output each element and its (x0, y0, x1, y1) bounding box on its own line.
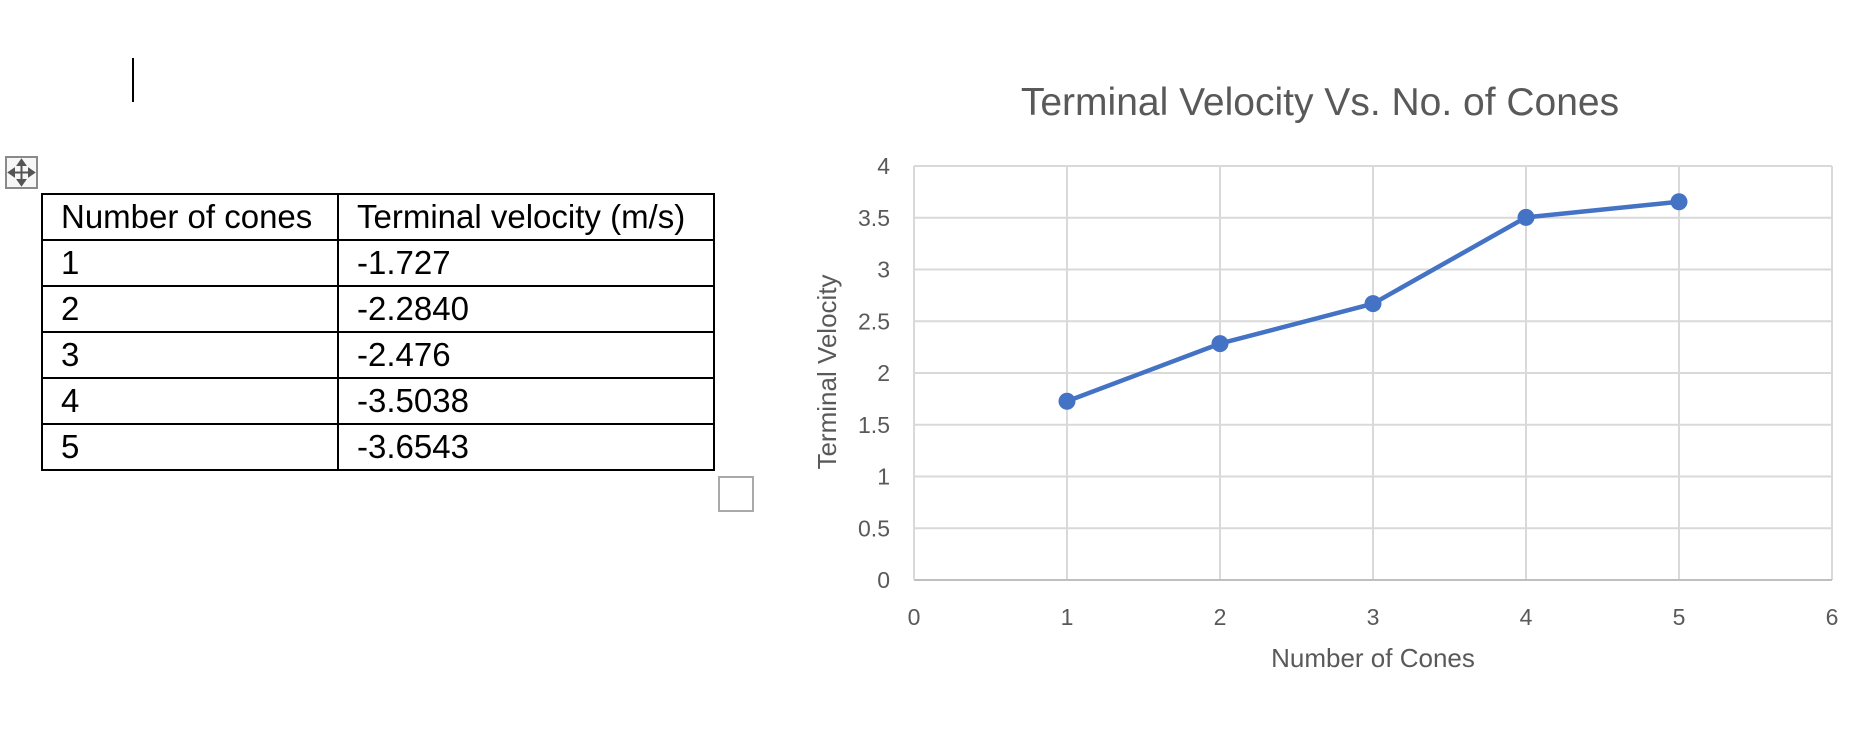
header-terminal-velocity: Terminal velocity (m/s) (337, 193, 715, 241)
table-header-row: Number of cones Terminal velocity (m/s) (41, 193, 715, 241)
cell-cones: 1 (41, 239, 339, 287)
series-layer (1058, 193, 1688, 410)
y-tick-label: 1.5 (858, 412, 890, 438)
cell-velocity: -2.476 (337, 331, 715, 379)
table-resize-handle[interactable] (718, 476, 754, 512)
cell-velocity: -3.6543 (337, 423, 715, 471)
y-tick-label: 3.5 (858, 205, 890, 231)
header-number-of-cones: Number of cones (41, 193, 339, 241)
cell-cones: 5 (41, 423, 339, 471)
text-cursor (132, 58, 134, 102)
x-axis-label: Number of Cones (1271, 643, 1475, 673)
y-tick-label: 1 (877, 464, 890, 490)
data-point (1670, 193, 1688, 211)
x-tick-label: 1 (1061, 604, 1074, 630)
data-point (1364, 295, 1382, 313)
axis-layer (913, 166, 1832, 581)
table-row: 4 -3.5038 (41, 377, 715, 425)
x-tick-label: 0 (908, 604, 921, 630)
x-tick-label: 2 (1214, 604, 1227, 630)
grid-layer (914, 165, 1833, 580)
cell-cones: 2 (41, 285, 339, 333)
move-icon (7, 158, 36, 187)
x-tick-label: 4 (1520, 604, 1533, 630)
y-tick-label: 0 (877, 567, 890, 593)
x-tick-label: 3 (1367, 604, 1380, 630)
table-row: 5 -3.6543 (41, 423, 715, 471)
y-tick-label: 2 (877, 360, 890, 386)
y-tick-label: 2.5 (858, 308, 890, 334)
y-tick-label: 3 (877, 257, 890, 283)
table-row: 2 -2.2840 (41, 285, 715, 333)
cell-cones: 4 (41, 377, 339, 425)
cell-velocity: -2.2840 (337, 285, 715, 333)
chart-title: Terminal Velocity Vs. No. of Cones (1021, 81, 1619, 124)
data-point (1058, 392, 1076, 410)
data-table: Number of cones Terminal velocity (m/s) … (41, 193, 715, 471)
data-point (1211, 335, 1229, 353)
y-axis-label: Terminal Velocity (812, 274, 842, 469)
y-tick-label: 4 (877, 153, 890, 179)
x-tick-label: 6 (1826, 604, 1839, 630)
y-tick-label: 0.5 (858, 515, 890, 541)
cell-cones: 3 (41, 331, 339, 379)
data-point (1517, 208, 1535, 226)
x-tick-label: 5 (1673, 604, 1686, 630)
table-row: 1 -1.727 (41, 239, 715, 287)
table-row: 3 -2.476 (41, 331, 715, 379)
tick-layer: 0 0.5 1 1.5 2 2.5 3 3.5 4 0 1 2 3 4 5 6 (858, 153, 1838, 630)
table-move-handle[interactable] (5, 156, 38, 189)
cell-velocity: -3.5038 (337, 377, 715, 425)
cell-velocity: -1.727 (337, 239, 715, 287)
